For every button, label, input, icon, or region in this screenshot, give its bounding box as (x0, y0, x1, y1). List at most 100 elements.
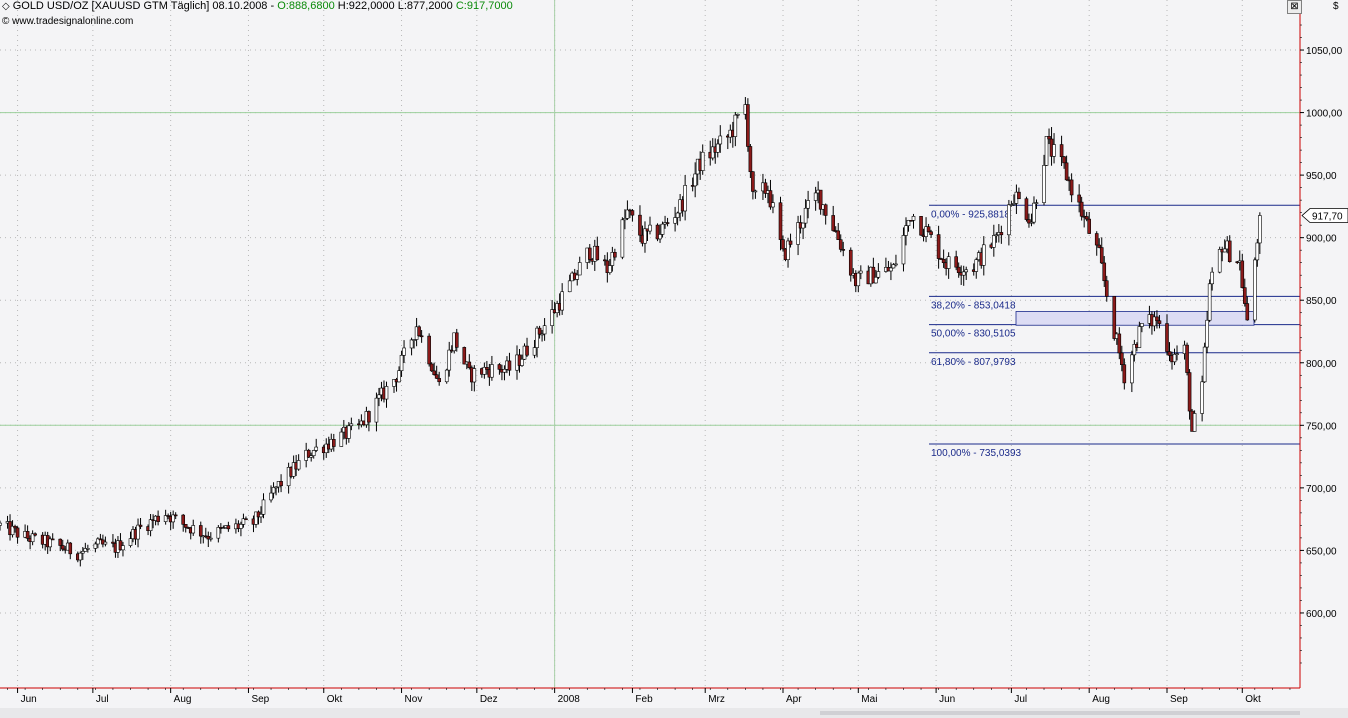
candle-body (964, 269, 969, 273)
y-tick-label: 950,00 (1306, 171, 1337, 182)
x-tick-label: Dez (480, 694, 498, 705)
candle-body (603, 259, 607, 262)
chart-header: ◇ GOLD USD/OZ [XAUUSD GTM Täglich] 08.10.… (2, 0, 513, 12)
support-zone (1015, 311, 1255, 326)
candle-body (620, 219, 625, 258)
candle-body (206, 536, 211, 540)
candle-body (992, 235, 996, 248)
candle-body (216, 527, 221, 539)
candle-body (96, 538, 100, 545)
candle-body (209, 537, 213, 540)
candle-body (623, 218, 627, 221)
candle-body (801, 222, 805, 229)
candle-body (1069, 179, 1074, 196)
candle-body (560, 291, 564, 311)
candle-body (136, 524, 140, 540)
candle-body (823, 204, 828, 216)
horizontal-scrollbar[interactable] (0, 708, 1348, 718)
candle-body (660, 223, 665, 235)
candle-body (427, 335, 431, 365)
candle-body (778, 202, 783, 240)
low-value: L:877,2000 (397, 0, 453, 12)
candle-body (613, 252, 617, 258)
candle-body (540, 333, 544, 336)
candle-body (171, 514, 175, 523)
candle-body (1087, 218, 1091, 234)
candle-body (1044, 136, 1049, 166)
candle-body (103, 541, 108, 545)
candle-body (93, 543, 98, 549)
candle-body (1032, 202, 1036, 223)
x-tick-label: Jul (96, 694, 109, 705)
candle-body (261, 499, 266, 515)
candle-body (655, 224, 660, 240)
candle-body (419, 335, 424, 338)
candle-body (648, 224, 652, 232)
y-tick-label: 1000,00 (1306, 109, 1343, 120)
candle-body (946, 256, 951, 269)
candle-body (399, 354, 404, 372)
candle-body (409, 339, 414, 349)
candle-body (751, 171, 755, 192)
candle-body (1200, 381, 1204, 414)
last-price-label: 917,70 (1312, 212, 1343, 223)
candle-body (309, 455, 313, 458)
candle-body (241, 518, 246, 525)
candle-body (1167, 351, 1172, 356)
candle-body (25, 531, 30, 539)
candle-body (1222, 248, 1227, 253)
candle-body (715, 143, 720, 153)
candle-body (0, 522, 2, 526)
candle-body (1140, 323, 1144, 327)
candle-body (1253, 259, 1257, 321)
candle-body (1245, 303, 1250, 321)
candle-body (1130, 354, 1134, 384)
candle-body (30, 533, 35, 543)
candle-body (502, 368, 507, 373)
candle-body (384, 386, 389, 400)
candle-body (788, 240, 793, 245)
candle-body (901, 235, 906, 265)
candle-body (803, 207, 808, 224)
candle-body (771, 202, 775, 208)
candle-body (1042, 165, 1046, 203)
candle-body (919, 216, 923, 236)
candle-body (838, 239, 843, 250)
candle-body (1217, 249, 1222, 273)
y-tick-label: 850,00 (1306, 296, 1337, 307)
candle-body (1099, 247, 1104, 264)
candle-body (781, 239, 785, 250)
close-chart-button[interactable]: ⊠ (1287, 0, 1302, 14)
candle-body (961, 271, 966, 276)
candle-body (392, 379, 396, 387)
candle-body (1152, 316, 1157, 327)
candle-body (148, 519, 153, 531)
candle-body (746, 104, 750, 147)
candle-body (836, 230, 841, 240)
candle-body (856, 272, 861, 287)
candle-body (1185, 344, 1189, 373)
candle-body (374, 397, 379, 423)
y-tick-label: 700,00 (1306, 484, 1337, 495)
candlestick-series (0, 97, 1262, 567)
candle-body (818, 189, 823, 210)
candle-body (906, 220, 911, 226)
y-tick-label: 800,00 (1306, 359, 1337, 370)
candle-body (891, 264, 896, 269)
candle-body (911, 216, 916, 221)
candle-body (1137, 326, 1142, 348)
candle-body (163, 515, 168, 522)
y-tick-label: 650,00 (1306, 546, 1337, 557)
candle-body (1062, 156, 1066, 164)
candle-body (173, 514, 178, 517)
candle-body (1258, 215, 1262, 244)
candle-body (1242, 287, 1247, 304)
x-tick-label: Okt (327, 694, 343, 705)
candle-body (638, 214, 642, 236)
candle-body (904, 225, 908, 236)
candle-body (1207, 283, 1212, 321)
candle-body (58, 538, 63, 546)
candle-body (485, 367, 489, 370)
scrollbar-thumb[interactable] (820, 711, 1300, 715)
